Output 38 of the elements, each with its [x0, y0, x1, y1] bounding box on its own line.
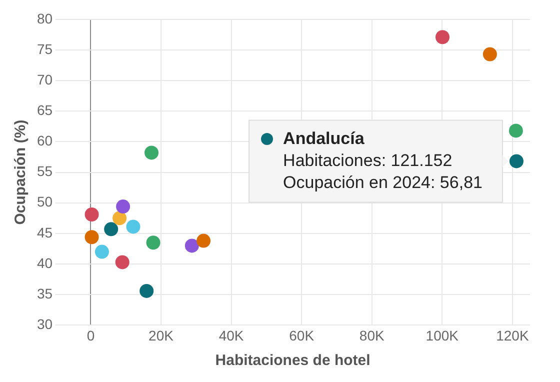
point — [84, 230, 99, 244]
y-tick-label: 80 — [36, 10, 53, 26]
x-tick-label: 20K — [148, 327, 174, 344]
x-tick-label: 0 — [86, 327, 95, 344]
y-tick-label: 60 — [36, 132, 53, 149]
y-tick-label: 40 — [36, 254, 53, 271]
point — [84, 208, 99, 222]
y-tick-label: 50 — [36, 194, 53, 210]
y-axis-title: Ocupación (%) — [12, 120, 30, 225]
point — [509, 154, 524, 168]
point — [112, 211, 127, 226]
point — [126, 220, 140, 234]
y-tick-label: 45 — [36, 224, 53, 240]
point — [482, 47, 497, 62]
point — [435, 30, 450, 44]
point — [508, 124, 523, 138]
y-tick-label: 70 — [36, 71, 53, 88]
point — [184, 238, 199, 253]
point — [116, 200, 130, 214]
annotation: Andalucía Habitaciones: 121.152 Ocupación en 2024: 56,81 — [283, 128, 482, 192]
y-tick-label: 55 — [36, 163, 53, 180]
x-tick-label: 100K — [426, 327, 460, 344]
x-axis-title: Habitaciones de hotel — [215, 352, 370, 370]
point — [140, 284, 154, 298]
point — [94, 244, 109, 259]
point — [115, 255, 130, 270]
point — [146, 236, 160, 250]
x-tick-label: 80K — [359, 327, 385, 344]
y-tick-label: 65 — [36, 102, 53, 118]
y-tick-label: 30 — [36, 316, 53, 332]
point — [144, 146, 159, 160]
x-tick-label: 120K — [496, 327, 530, 344]
y-tick-label: 75 — [36, 40, 53, 57]
point — [104, 222, 118, 236]
y-tick-label: 35 — [36, 285, 53, 302]
x-tick-label: 40K — [218, 327, 244, 344]
point — [196, 234, 211, 248]
x-tick-label: 60K — [289, 327, 315, 344]
